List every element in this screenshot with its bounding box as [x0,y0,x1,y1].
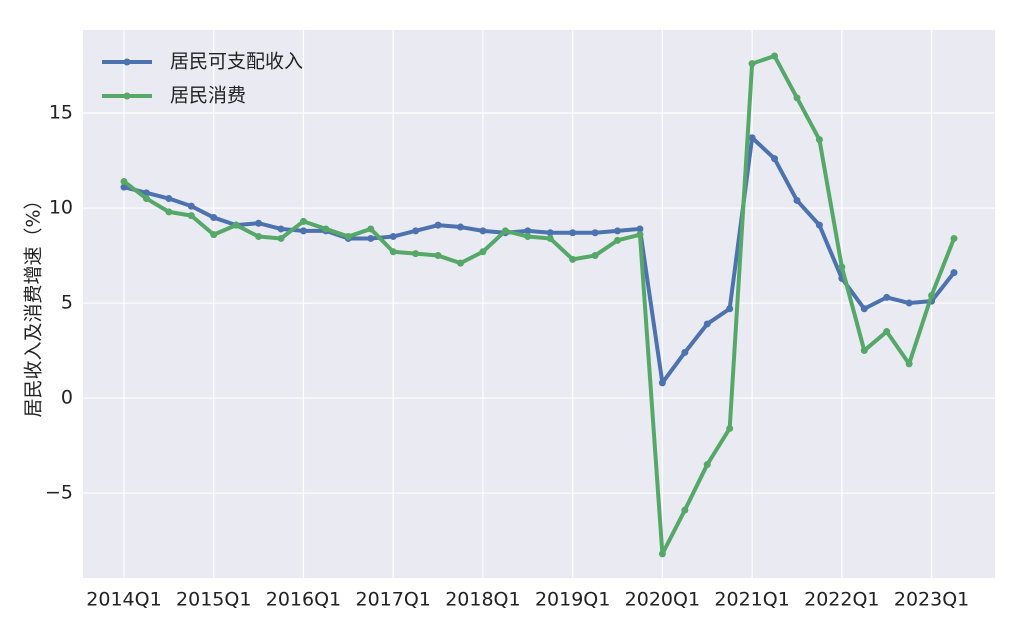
data-point [614,236,622,244]
legend-label: 居民可支配收入 [170,51,303,73]
x-tick-label: 2015Q1 [176,589,251,611]
data-point [412,250,420,258]
data-point [479,248,487,256]
x-tick-label: 2016Q1 [266,589,341,611]
y-axis-label: 居民收入及消费增速（%） [23,190,45,417]
data-point [142,195,150,203]
data-point [142,189,150,197]
data-point [524,233,532,241]
y-tick-label: 0 [61,387,73,409]
data-point [905,299,913,307]
data-point [636,231,644,239]
data-point [546,234,554,242]
data-point [546,229,554,237]
data-point [771,155,779,163]
data-point [165,208,173,216]
data-point [277,225,285,233]
data-point [569,255,577,263]
x-tick-label: 2020Q1 [625,589,700,611]
data-point [905,360,913,368]
data-point [501,227,509,235]
data-point [210,231,218,239]
legend-marker [123,92,131,100]
data-point [120,177,128,185]
data-point [748,60,756,68]
data-point [658,379,666,387]
data-point [703,461,711,469]
data-point [389,248,397,256]
data-point [255,219,263,227]
x-tick-label: 2017Q1 [355,589,430,611]
x-tick-label: 2019Q1 [535,589,610,611]
data-point [815,221,823,229]
data-point [883,293,891,301]
legend-label: 居民消费 [170,85,246,107]
data-point [389,233,397,241]
data-point [726,424,734,432]
data-point [883,328,891,336]
legend-marker [123,58,131,66]
data-point [569,229,577,237]
data-point [771,52,779,60]
x-tick-label: 2023Q1 [894,589,969,611]
y-tick-label: 15 [49,102,73,124]
x-tick-label: 2014Q1 [86,589,161,611]
data-point [793,94,801,102]
data-point [456,223,464,231]
data-point [591,252,599,260]
data-point [456,259,464,267]
data-point [434,221,442,229]
x-tick-label: 2022Q1 [804,589,879,611]
data-point [860,347,868,355]
plot-area [83,30,995,578]
data-point [636,225,644,233]
series-line [123,135,956,385]
data-point [187,212,195,220]
data-point [524,227,532,235]
data-point [681,348,689,356]
data-point [367,225,375,233]
data-point [299,227,307,235]
data-point [187,202,195,210]
y-tick-label: 5 [61,292,73,314]
y-tick-label: −5 [45,482,73,504]
data-point [344,233,352,241]
x-tick-label: 2021Q1 [714,589,789,611]
data-point [367,234,375,242]
data-point [165,195,173,203]
data-point [591,229,599,237]
data-point [793,196,801,204]
data-point [748,134,756,142]
data-point [703,320,711,328]
data-point [120,183,128,191]
data-point [434,252,442,260]
y-tick-label: 10 [49,197,73,219]
data-point [950,269,958,277]
data-point [950,234,958,242]
data-point [614,227,622,235]
data-point [412,227,420,235]
data-point [299,217,307,225]
data-point [815,136,823,144]
data-point [232,221,240,229]
data-point [928,291,936,299]
data-point [726,305,734,313]
data-point [322,225,330,233]
data-point [658,550,666,558]
data-point [277,234,285,242]
data-point [838,263,846,271]
data-point [210,214,218,222]
data-point [479,227,487,235]
data-point [860,305,868,313]
series-line [122,54,956,556]
x-tick-label: 2018Q1 [445,589,520,611]
data-point [255,233,263,241]
data-point [681,506,689,514]
